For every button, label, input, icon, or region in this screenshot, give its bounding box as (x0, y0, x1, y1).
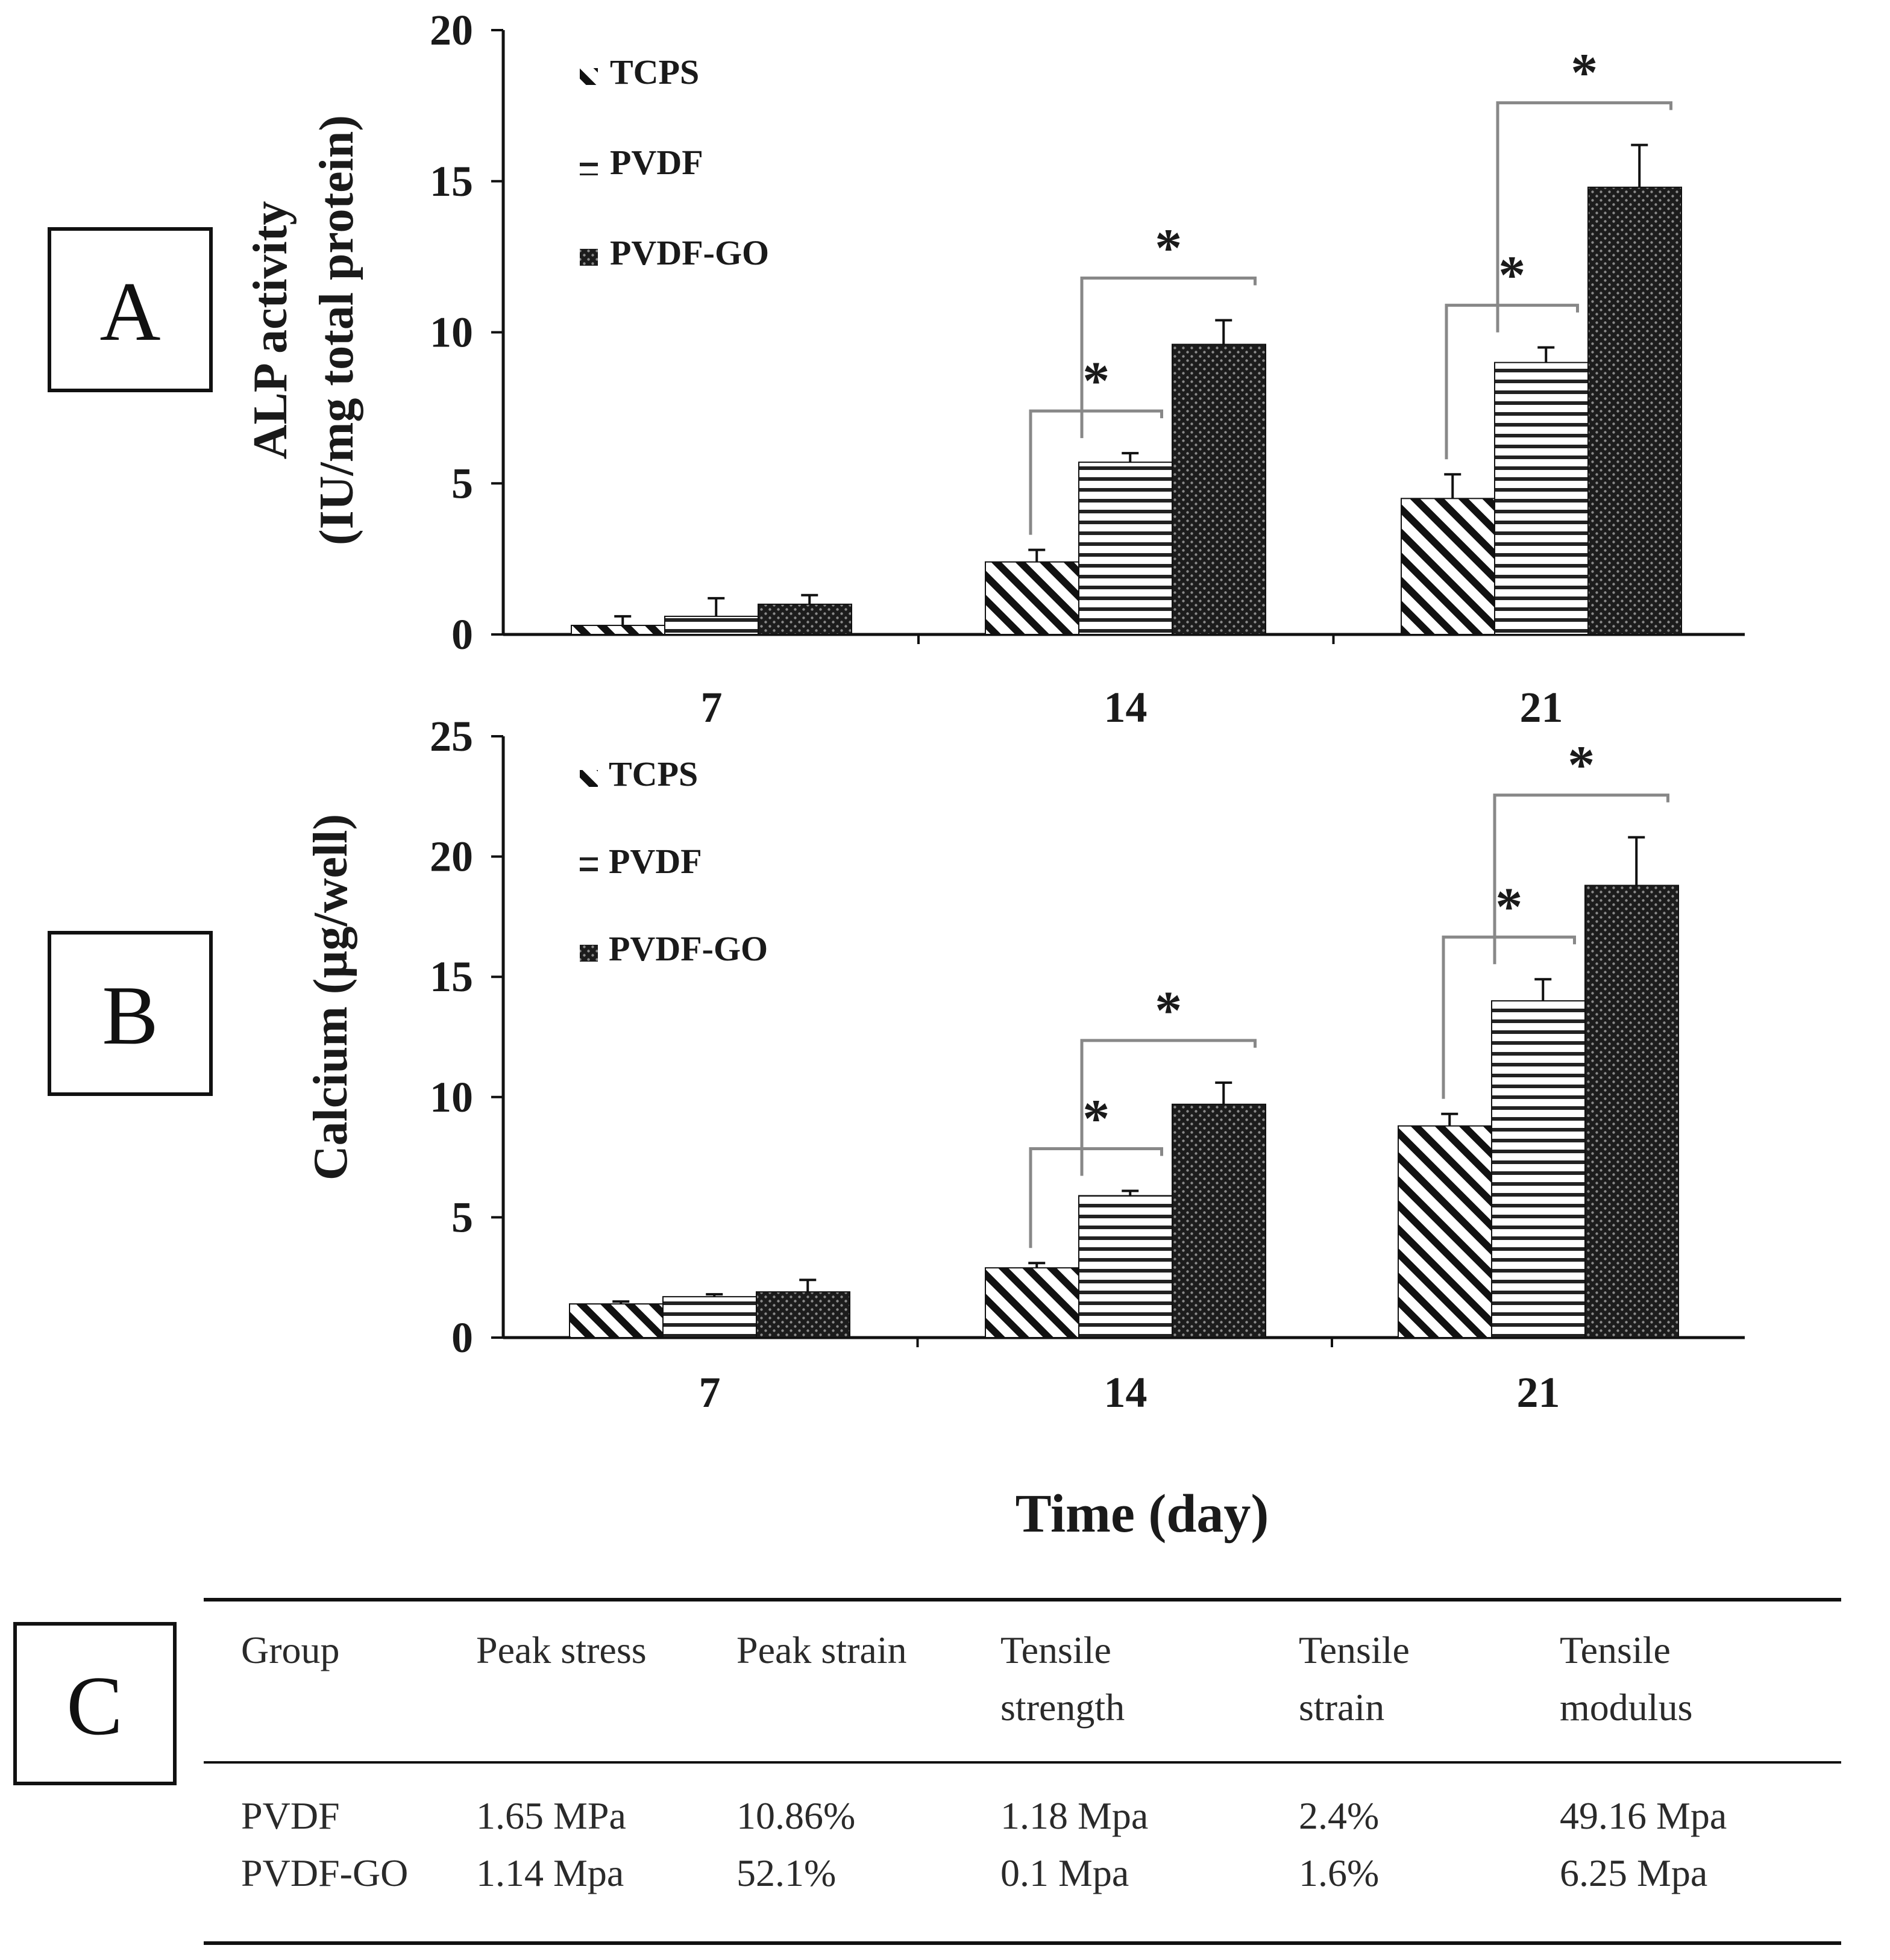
table-cell: 0.1 Mpa (1000, 1852, 1129, 1894)
table-cell: PVDF-GO (241, 1852, 408, 1894)
chart-b-sig-star: * (1568, 736, 1595, 795)
chart-b-bar (1078, 1195, 1173, 1339)
chart-b-ytick-label: 10 (430, 1073, 473, 1121)
chart-b-legend-label: TCPS (609, 754, 698, 794)
table-c: Group Peak stress Peak strain Tensile streng… (204, 1598, 1841, 1945)
table-header-cell: Tensile (1560, 1629, 1671, 1671)
chart-a-legend-swatch (580, 68, 598, 85)
chart-b: Calcium (µg/well) Time (day) 0 5 10 15 20 25 7… (304, 712, 1745, 1544)
chart-a-legend-label: TCPS (610, 52, 699, 92)
table-cell: 1.6% (1299, 1852, 1379, 1894)
chart-a-bar (1494, 362, 1589, 636)
panel-label-c: C (13, 1622, 177, 1785)
chart-a-bar (1172, 343, 1266, 635)
chart-a-sig-bracket (1496, 101, 1672, 333)
chart-b-ytick-label: 25 (430, 712, 473, 760)
chart-a-ytick-label: 10 (430, 308, 473, 357)
chart-a-sig-bracket (1029, 409, 1163, 535)
chart-b-legend-label: PVDF (609, 842, 702, 881)
chart-a-ytick-label: 20 (430, 6, 473, 54)
chart-b-bar (985, 1267, 1079, 1338)
chart-a-ytick-label: 5 (451, 459, 473, 507)
chart-a-xtick-label: 7 (701, 683, 723, 731)
chart-a-bar (1587, 186, 1682, 635)
chart-a-ylabel-line-1: ALP activity (244, 201, 297, 460)
table-header-cell: strain (1299, 1686, 1384, 1729)
chart-a-xtick-label: 14 (1104, 683, 1148, 731)
chart-a-legend-label: PVDF (610, 143, 703, 182)
table-cell: 49.16 Mpa (1560, 1794, 1727, 1837)
chart-a-bar (571, 624, 665, 635)
chart-a: ALP activity (IU/mg total protein) 0 5 10 1… (244, 6, 1745, 731)
chart-b-sig-bracket (1493, 794, 1669, 965)
chart-b-bar (569, 1303, 664, 1339)
table-header-cell: Tensile (1000, 1629, 1111, 1671)
chart-b-legend-swatch (580, 945, 598, 962)
chart-a-bar (758, 603, 852, 635)
panel-label-a: A (48, 227, 213, 392)
chart-b-sig-bracket (1080, 1039, 1257, 1176)
chart-b-xtick-label: 14 (1104, 1368, 1148, 1417)
chart-b-ytick-label: 0 (451, 1313, 473, 1362)
table-header-cell: Group (241, 1629, 340, 1671)
chart-b-sig-star: * (1082, 1089, 1110, 1148)
table-header-cell: Peak strain (736, 1629, 907, 1671)
table-cell: 6.25 Mpa (1560, 1852, 1707, 1894)
table-cell: 1.14 Mpa (476, 1852, 624, 1894)
table-cell: 2.4% (1299, 1794, 1379, 1837)
chart-a-sig-star: * (1571, 43, 1598, 103)
chart-b-bar (756, 1291, 850, 1339)
table-cell: 1.65 MPa (476, 1794, 626, 1837)
chart-a-ytick-label: 0 (451, 610, 473, 659)
chart-a-sig-star: * (1082, 351, 1110, 411)
chart-b-sig-star: * (1495, 877, 1522, 937)
chart-b-legend-swatch (580, 857, 598, 874)
chart-b-sig-bracket (1442, 935, 1576, 1099)
chart-a-bar (985, 561, 1079, 636)
chart-b-ytick-label: 20 (430, 833, 473, 881)
chart-b-sig-bracket (1029, 1147, 1163, 1248)
chart-b-ylabel: Calcium (µg/well) (304, 814, 357, 1180)
chart-b-ytick-label: 15 (430, 953, 473, 1001)
table-cell: 52.1% (736, 1852, 836, 1894)
chart-a-bar (664, 615, 759, 635)
chart-a-legend-swatch (580, 158, 598, 175)
chart-a-legend-label: PVDF-GO (610, 233, 769, 272)
chart-b-bar (1398, 1125, 1492, 1338)
chart-a-sig-bracket (1080, 276, 1257, 439)
table-header-cell: modulus (1560, 1686, 1692, 1729)
chart-a-bar (1401, 498, 1495, 636)
table-header-cell: strength (1000, 1686, 1125, 1729)
chart-b-bar (1491, 1000, 1586, 1338)
chart-a-ylabel-line-2: (IU/mg total protein) (310, 115, 363, 545)
chart-a-sig-star: * (1498, 246, 1525, 305)
table-cell: 10.86% (736, 1794, 855, 1837)
chart-b-bar (1584, 885, 1679, 1338)
panel-label-b: B (48, 931, 213, 1096)
chart-a-ytick-label: 15 (430, 157, 473, 205)
table-cell: 1.18 Mpa (1000, 1794, 1148, 1837)
chart-b-bar (1172, 1103, 1266, 1338)
chart-a-sig-star: * (1155, 218, 1182, 278)
table-header-cell: Peak stress (476, 1629, 647, 1671)
chart-a-sig-bracket (1445, 304, 1579, 460)
svg-text:A: A (99, 265, 160, 358)
chart-b-bar (662, 1296, 757, 1338)
chart-b-xlabel: Time (day) (1016, 1484, 1269, 1544)
chart-b-ytick-label: 5 (451, 1193, 473, 1241)
chart-b-sig-star: * (1155, 981, 1182, 1041)
chart-b-legend-label: PVDF-GO (609, 929, 768, 968)
chart-b-xtick-label: 21 (1517, 1368, 1560, 1417)
chart-b-xtick-label: 7 (699, 1368, 721, 1417)
chart-b-legend-swatch (580, 770, 598, 787)
chart-a-legend-swatch (580, 249, 598, 266)
svg-text:C: C (66, 1659, 122, 1753)
svg-text:B: B (102, 969, 158, 1062)
table-cell: PVDF (241, 1794, 340, 1837)
table-header-cell: Tensile (1299, 1629, 1410, 1671)
chart-a-xtick-label: 21 (1520, 683, 1563, 731)
chart-a-bar (1078, 462, 1173, 636)
